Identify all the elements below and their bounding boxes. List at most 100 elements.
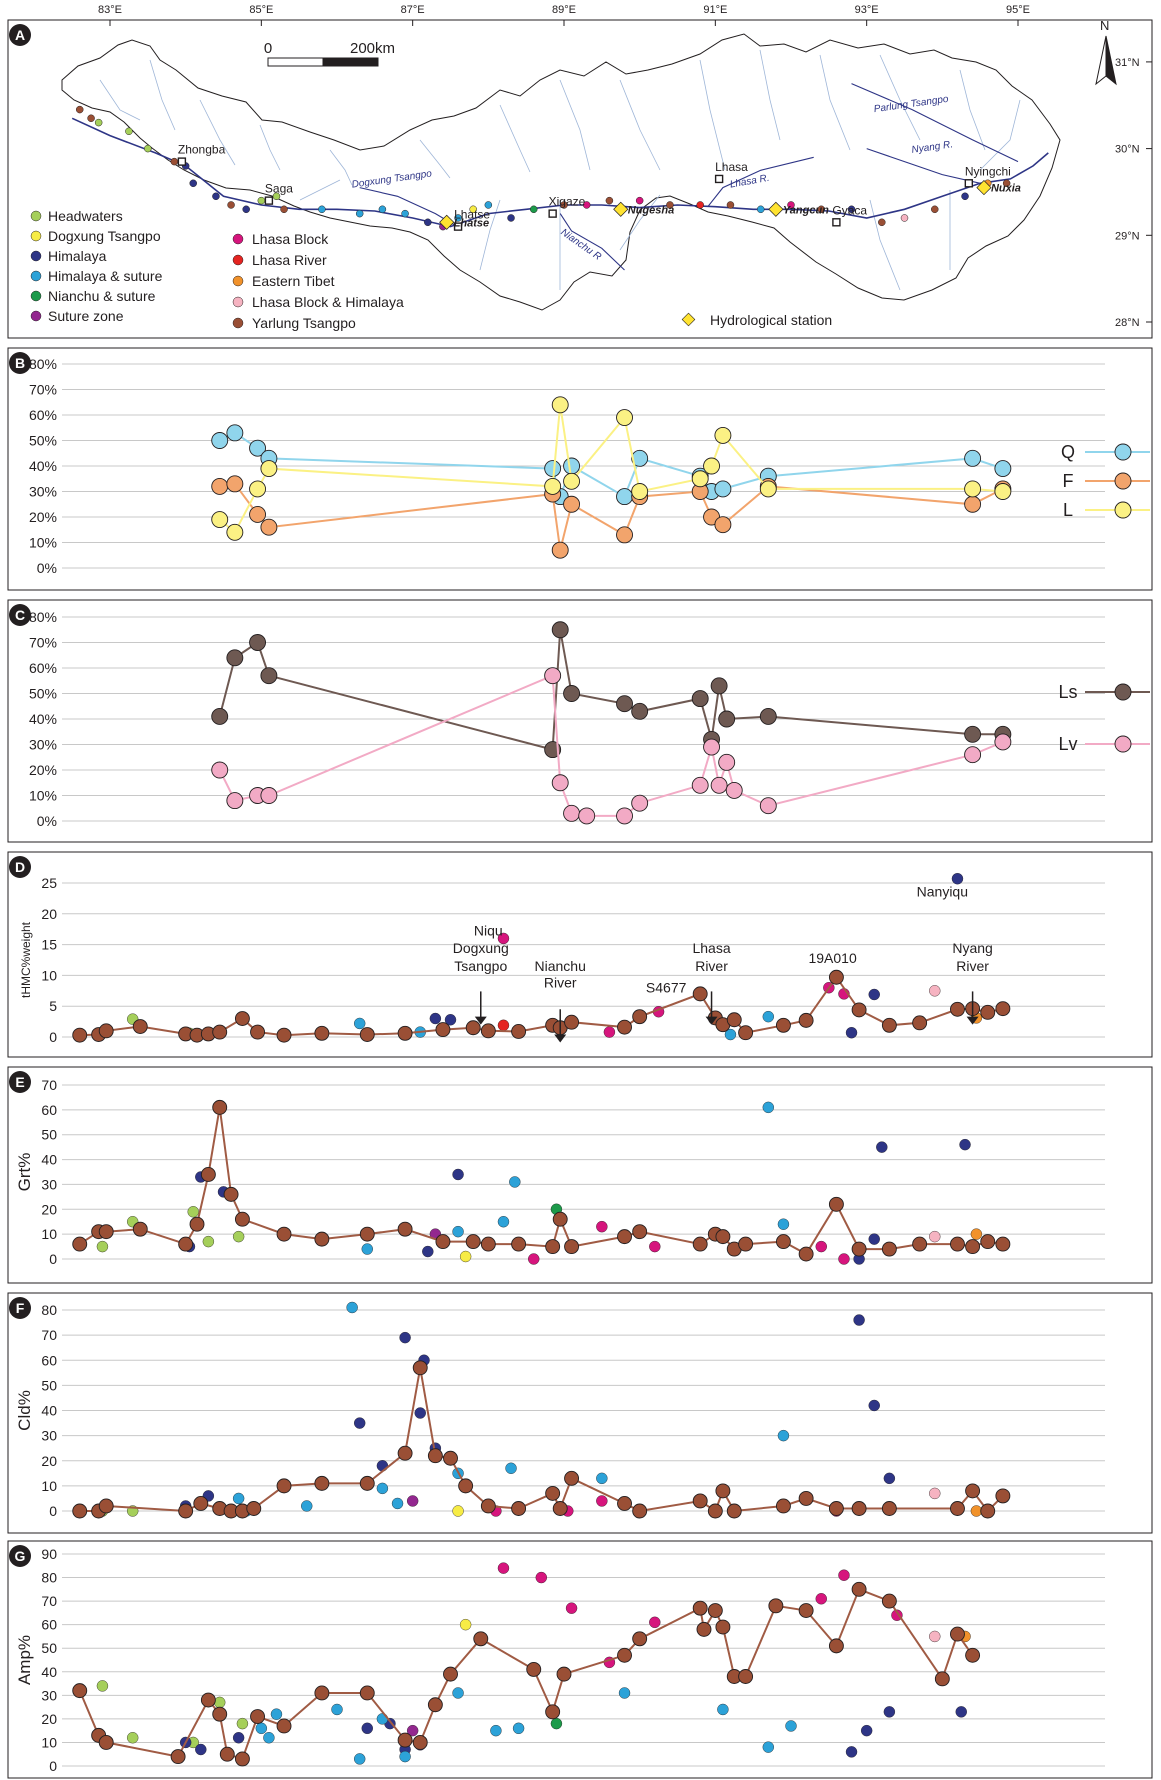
y-tick-label: 40 xyxy=(41,1152,57,1168)
sample-point xyxy=(929,1630,941,1643)
map-sample-dot xyxy=(280,205,288,214)
data-point-ls xyxy=(710,677,728,695)
data-point-q xyxy=(249,439,266,457)
data-point-lv xyxy=(544,667,562,685)
trunk-point xyxy=(250,1024,265,1040)
hydrological-station-marker xyxy=(439,214,455,230)
y-tick-label: 70 xyxy=(41,1077,57,1093)
sample-point xyxy=(406,1724,419,1737)
panel-letter: E xyxy=(15,1074,24,1090)
trunk-point xyxy=(950,1001,965,1017)
data-point-l xyxy=(759,480,777,498)
sample-point xyxy=(845,1746,858,1758)
legend-marker xyxy=(1114,443,1132,461)
town-marker xyxy=(714,174,724,184)
data-point-q xyxy=(226,424,244,442)
lon-label: 87°E xyxy=(401,4,425,16)
map-sample-dot xyxy=(726,201,735,209)
tributary xyxy=(759,49,781,141)
map-sample-dot xyxy=(605,196,614,205)
map-sample-dot xyxy=(961,192,969,201)
data-point-l xyxy=(249,480,266,498)
data-point-l xyxy=(260,460,278,477)
sample-point xyxy=(346,1301,358,1314)
data-point-lv xyxy=(703,738,720,756)
map-sample-dot xyxy=(87,114,95,123)
trunk-point xyxy=(443,1450,458,1466)
map-sample-dot xyxy=(787,201,795,209)
map-sample-dot xyxy=(170,157,179,166)
data-point-lv xyxy=(631,794,649,812)
series-line-q xyxy=(219,431,1004,500)
trunk-point xyxy=(692,1493,708,1509)
sample-point xyxy=(970,1505,983,1517)
trunk-point xyxy=(465,1020,481,1036)
town-marker xyxy=(177,157,187,166)
sample-point xyxy=(929,985,941,997)
legend-label: Headwaters xyxy=(48,208,123,224)
data-point-lv xyxy=(994,733,1012,751)
annotation-label: River xyxy=(695,958,728,974)
lat-label: 31°N xyxy=(1115,57,1140,69)
sample-point xyxy=(535,1571,547,1584)
data-point-ls xyxy=(631,702,649,720)
data-point-f xyxy=(211,477,229,495)
y-tick-label: 60% xyxy=(29,407,57,423)
data-point-f xyxy=(249,506,266,523)
tributary xyxy=(479,199,501,271)
trunk-point xyxy=(480,1236,496,1252)
trunk-point xyxy=(397,1732,413,1748)
sample-point xyxy=(970,1228,983,1240)
y-axis-label: Amp% xyxy=(15,1635,34,1685)
major-tributary xyxy=(851,83,1019,163)
sample-point xyxy=(263,1732,275,1744)
trunk-point xyxy=(170,1749,186,1765)
sample-point xyxy=(354,1417,366,1429)
panel-letter-badge xyxy=(9,1297,31,1319)
map-sample-dot xyxy=(212,192,220,201)
data-point-q xyxy=(964,449,982,467)
lon-label: 91°E xyxy=(703,4,727,16)
trunk-point xyxy=(980,1503,996,1519)
town-label: Lhasa xyxy=(715,160,748,174)
legend-station-marker xyxy=(681,312,696,327)
trunk-point xyxy=(726,1503,742,1519)
town-label: Zhongba xyxy=(178,143,226,157)
trunk-point xyxy=(828,1638,844,1654)
trunk-point xyxy=(397,1445,413,1461)
town-marker xyxy=(264,196,274,205)
trunk-point xyxy=(511,1024,527,1039)
trunk-point xyxy=(480,1498,496,1514)
sample-point xyxy=(785,1720,797,1732)
trunk-point xyxy=(72,1236,88,1252)
trunk-point xyxy=(397,1025,413,1041)
trunk-point xyxy=(465,1234,481,1250)
trunk-point xyxy=(798,1603,814,1618)
panel-frame xyxy=(7,1540,1153,1779)
sample-point xyxy=(509,1176,521,1188)
annotation-label: Niqu xyxy=(474,922,503,938)
map-sample-dot xyxy=(507,214,515,222)
trunk-point xyxy=(617,1229,632,1245)
map-sample-dot xyxy=(401,209,409,218)
data-point-f xyxy=(226,475,244,493)
sample-point xyxy=(860,1724,873,1737)
sample-point xyxy=(497,1019,510,1031)
town-marker xyxy=(832,218,841,227)
y-tick-label: 20 xyxy=(41,1711,57,1727)
legend-label: Dogxung Tsangpo xyxy=(48,228,161,244)
sample-point xyxy=(777,1218,790,1230)
trunk-point xyxy=(980,1004,996,1020)
sample-point xyxy=(96,1240,109,1253)
y-tick-label: 0 xyxy=(49,1503,57,1519)
map-sample-dot xyxy=(272,192,281,201)
sample-point xyxy=(815,1593,827,1605)
panel-letter-badge xyxy=(9,24,31,46)
legend-label: Himalaya & suture xyxy=(48,268,163,284)
data-point-l xyxy=(964,480,982,498)
trunk-point xyxy=(692,1236,708,1252)
panel-letter-badge xyxy=(9,1071,31,1093)
trunk-point xyxy=(950,1236,965,1252)
data-point-f xyxy=(563,495,581,513)
trunk-point xyxy=(851,1581,867,1597)
